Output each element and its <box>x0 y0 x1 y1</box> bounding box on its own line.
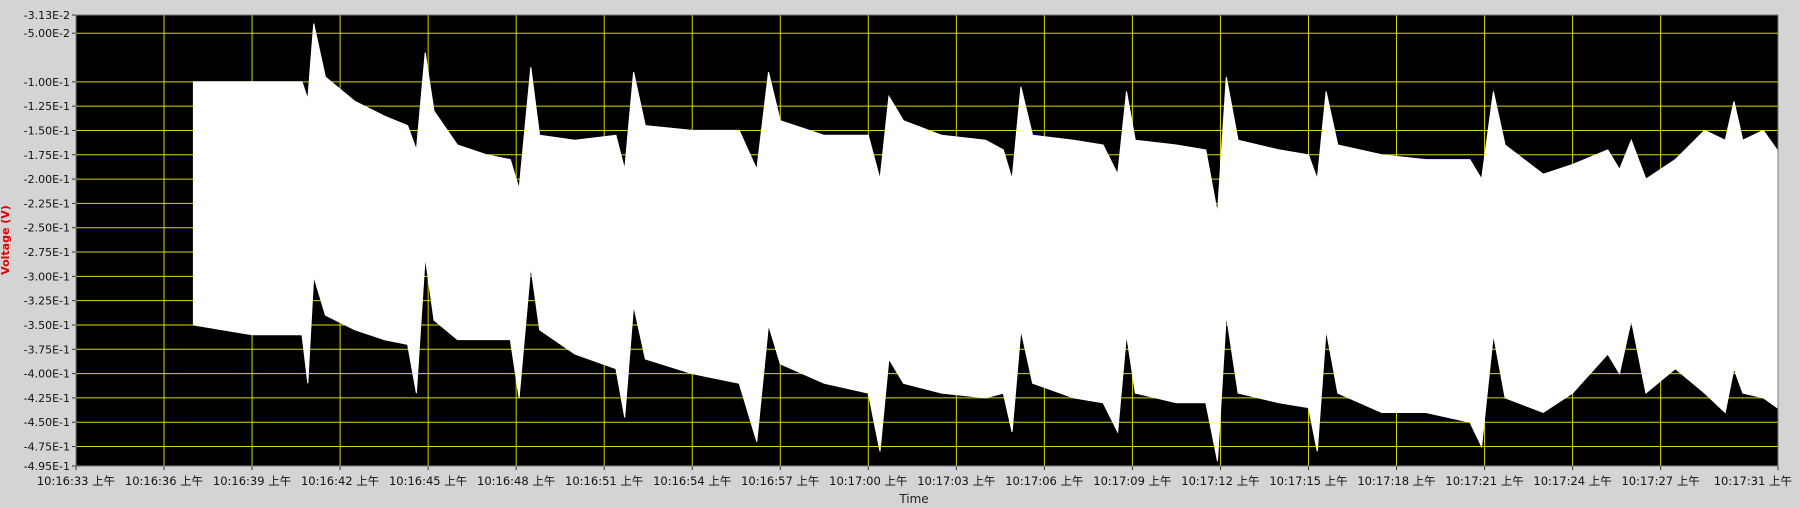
y-tick-label: -4.50E-1 <box>24 416 70 429</box>
x-tick-label: 10:17:09 上午 <box>1093 474 1171 488</box>
x-axis-ticks: 10:16:33 上午 10:16:36 上午 10:16:39 上午 10:16:4… <box>37 466 1792 488</box>
y-tick-label: -1.75E-1 <box>24 149 70 162</box>
y-tick-label: -4.00E-1 <box>24 368 70 381</box>
y-tick-label: -2.75E-1 <box>24 246 70 259</box>
x-tick-label: 10:16:54 上午 <box>653 474 731 488</box>
x-tick-label: 10:16:42 上午 <box>301 474 379 488</box>
x-tick-label: 10:16:36 上午 <box>125 474 203 488</box>
y-tick-label: -5.00E-2 <box>24 27 70 40</box>
x-tick-label: 10:16:45 上午 <box>389 474 467 488</box>
x-tick-label: 10:17:31 上午 <box>1714 474 1792 488</box>
plot-border <box>75 14 1779 467</box>
voltage-trace <box>192 23 1778 462</box>
x-tick-label: 10:16:57 上午 <box>741 474 819 488</box>
y-tick-label: -3.00E-1 <box>24 270 70 283</box>
y-tick-label: -2.50E-1 <box>24 222 70 235</box>
y-tick-label: -2.25E-1 <box>24 197 70 210</box>
x-tick-label: 10:17:12 上午 <box>1181 474 1259 488</box>
y-tick-label: -4.75E-1 <box>24 441 70 454</box>
x-tick-label: 10:17:00 上午 <box>829 474 907 488</box>
y-tick-label: -3.75E-1 <box>24 343 70 356</box>
x-tick-label: 10:17:27 上午 <box>1621 474 1699 488</box>
y-axis-label: Voltage (V) <box>0 205 12 275</box>
x-tick-label: 10:16:48 上午 <box>477 474 555 488</box>
x-tick-label: 10:17:06 上午 <box>1005 474 1083 488</box>
x-tick-label: 10:16:39 上午 <box>213 474 291 488</box>
x-tick-label: 10:16:51 上午 <box>565 474 643 488</box>
x-tick-label: 10:17:24 上午 <box>1533 474 1611 488</box>
x-tick-label: 10:17:18 上午 <box>1357 474 1435 488</box>
y-tick-label: -4.25E-1 <box>24 392 70 405</box>
y-tick-label: -3.50E-1 <box>24 319 70 332</box>
y-tick-label: -3.13E-2 <box>24 9 70 22</box>
y-axis-ticks: -3.13E-2 -5.00E-2 -1.00E-1 -1.25E-1 -1.50E-1… <box>24 9 76 473</box>
x-tick-label: 10:17:21 上午 <box>1445 474 1523 488</box>
x-tick-label: 10:17:03 上午 <box>917 474 995 488</box>
x-tick-label: 10:16:33 上午 <box>37 474 115 488</box>
y-tick-label: -2.00E-1 <box>24 173 70 186</box>
y-tick-label: -1.00E-1 <box>24 76 70 89</box>
x-tick-label: 10:17:15 上午 <box>1269 474 1347 488</box>
y-tick-label: -1.25E-1 <box>24 100 70 113</box>
y-tick-label: -1.50E-1 <box>24 124 70 137</box>
y-tick-label: -4.95E-1 <box>24 460 70 473</box>
y-tick-label: -3.25E-1 <box>24 295 70 308</box>
x-axis-label: Time <box>898 492 928 504</box>
